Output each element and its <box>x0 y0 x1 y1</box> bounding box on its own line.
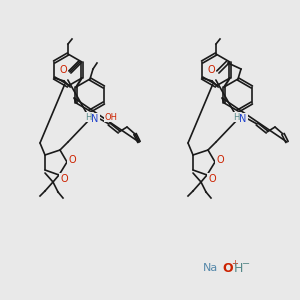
Text: N: N <box>91 114 99 124</box>
Text: O: O <box>208 174 216 184</box>
Text: N: N <box>239 114 247 124</box>
Text: −: − <box>242 259 250 269</box>
Text: O: O <box>223 262 233 275</box>
Text: Na: Na <box>202 263 217 273</box>
Text: OH: OH <box>104 112 118 122</box>
Text: H: H <box>85 112 91 122</box>
Text: O: O <box>59 65 67 75</box>
Text: O: O <box>216 155 224 165</box>
Text: H: H <box>233 112 239 122</box>
Text: O: O <box>60 174 68 184</box>
Text: H: H <box>233 262 243 275</box>
Text: O: O <box>207 65 215 75</box>
Text: O: O <box>68 155 76 165</box>
Text: +: + <box>232 260 238 268</box>
